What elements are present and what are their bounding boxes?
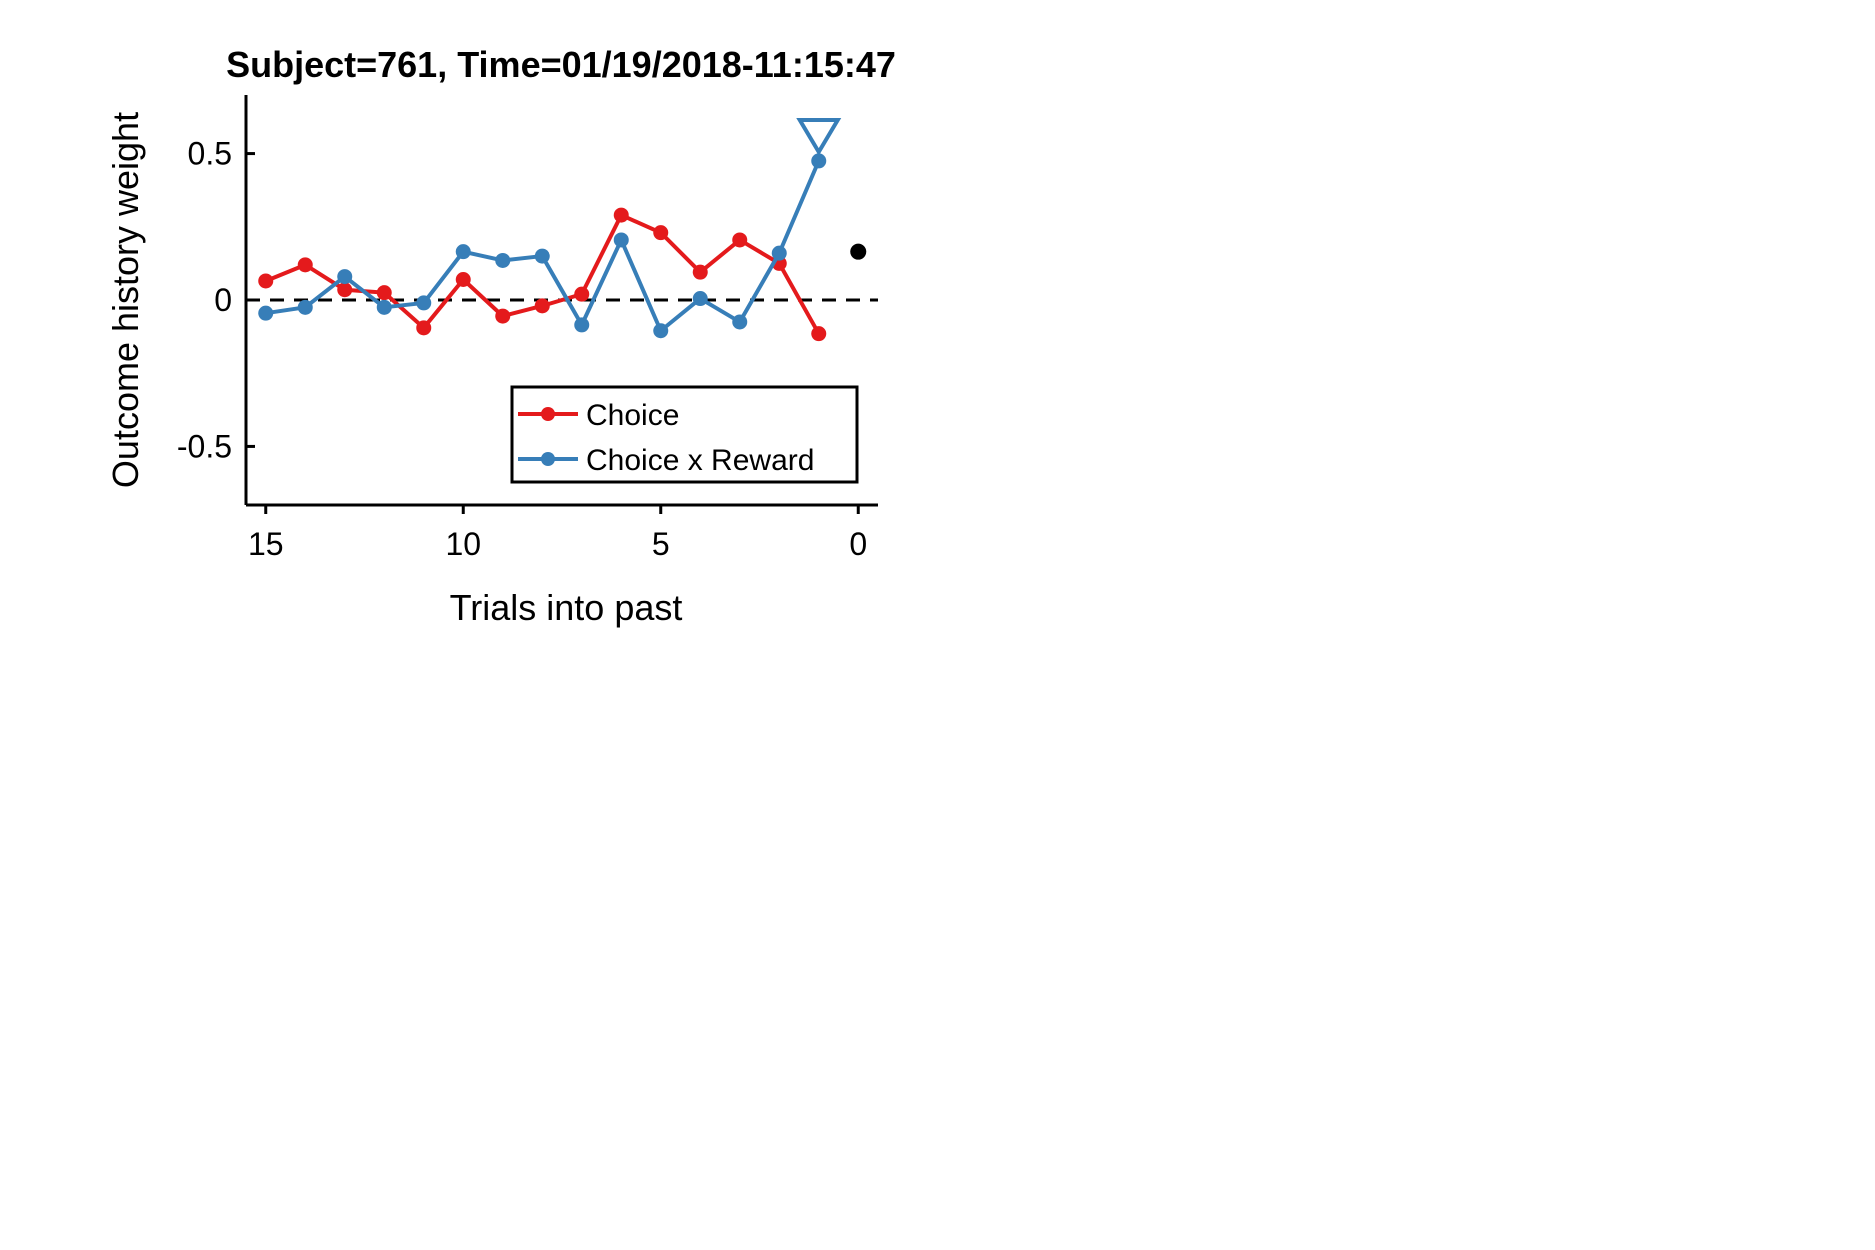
legend-choice-label: Choice [586, 399, 679, 432]
data-point-choice-reward [613, 232, 629, 248]
data-point-choice [534, 298, 550, 314]
data-point-choice [337, 282, 353, 298]
data-point-choice-reward [692, 291, 708, 307]
data-point-choice-reward [416, 295, 432, 311]
data-point-choice-reward [534, 248, 550, 264]
data-point-choice-reward [732, 314, 748, 330]
data-point-choice [574, 286, 590, 302]
x-tick-label: 0 [849, 526, 867, 562]
data-point-choice [258, 273, 274, 289]
data-point-choice-reward [297, 299, 313, 315]
data-point-choice [455, 272, 471, 287]
data-point-choice-reward [455, 244, 471, 260]
data-point-choice-reward [771, 245, 787, 261]
bias-dot-marker [850, 243, 867, 260]
data-point-choice [495, 308, 511, 324]
chart-title: Subject=761, Time=01/19/2018-11:15:47 [226, 44, 896, 85]
legend-choice-marker [541, 407, 555, 421]
data-point-choice-reward [376, 299, 392, 315]
y-axis-label: Outcome history weight [105, 112, 146, 488]
data-point-choice-reward [495, 252, 511, 268]
data-point-choice-reward [258, 305, 274, 321]
y-tick-label: 0.5 [188, 136, 232, 172]
x-axis-label: Trials into past [450, 587, 683, 628]
data-point-choice-reward [811, 153, 827, 169]
y-tick-label: -0.5 [177, 428, 232, 464]
data-point-choice-reward [574, 317, 590, 333]
data-point-choice [613, 207, 629, 223]
data-point-choice [811, 326, 827, 342]
data-point-choice [692, 264, 708, 280]
axes: 0.5 0 -0.5 15 10 5 0 [177, 95, 878, 562]
y-tick-label: 0 [214, 282, 232, 318]
extra-markers [796, 118, 867, 260]
x-tick-label: 10 [445, 526, 481, 562]
data-point-choice-reward [653, 323, 669, 339]
legend: Choice Choice x Reward [510, 385, 859, 484]
significance-triangle-marker [796, 118, 842, 156]
data-point-choice [416, 320, 432, 336]
data-point-choice [732, 232, 748, 248]
data-point-choice [297, 257, 313, 273]
legend-box [510, 385, 859, 484]
x-tick-label: 5 [652, 526, 670, 562]
data-point-choice [653, 225, 669, 241]
legend-choice-reward-marker [541, 452, 555, 466]
data-point-choice-reward [337, 269, 353, 285]
legend-choice-reward-label: Choice x Reward [586, 444, 814, 477]
data-point-choice [376, 285, 392, 301]
series-group [258, 153, 827, 342]
x-tick-label: 15 [248, 526, 284, 562]
